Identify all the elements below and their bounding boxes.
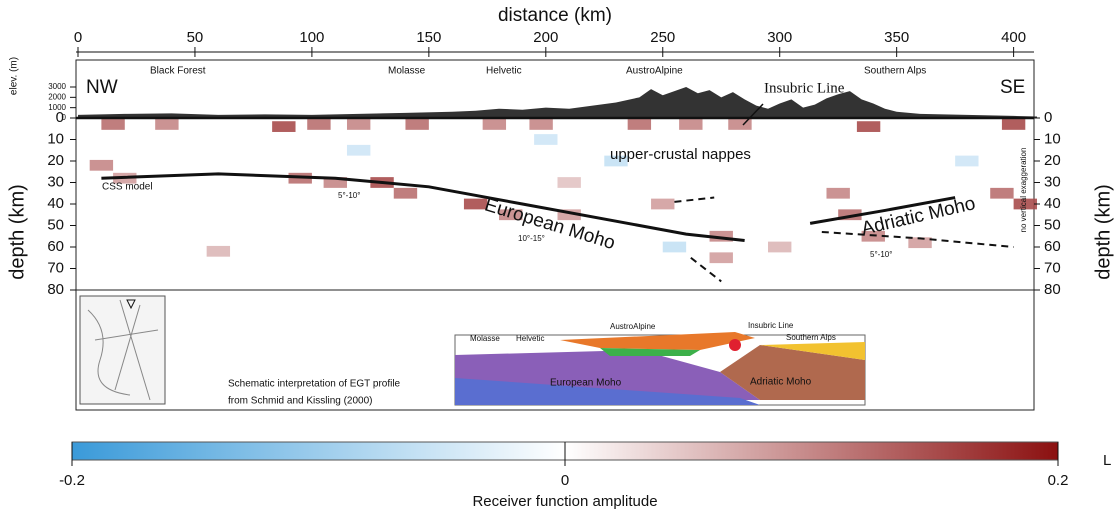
annotation: upper-crustal nappes (610, 146, 751, 163)
schematic-label: European Moho (550, 378, 622, 389)
x-tick-label: 300 (767, 29, 792, 46)
x-tick-label: 0 (74, 29, 82, 46)
y-tick-label: 40 (47, 195, 64, 212)
amplitude-cell (207, 246, 230, 257)
annotation: 5°-10° (338, 191, 360, 200)
annotation: Black Forest (150, 66, 206, 77)
colorbar-title: Receiver function amplitude (472, 493, 657, 510)
amplitude-cell (90, 160, 113, 171)
colorbar-tick-label: 0.2 (1048, 472, 1069, 489)
annotation: Insubric Line (764, 80, 845, 96)
amplitude-cell (663, 242, 686, 253)
annotation: Southern Alps (864, 66, 926, 77)
inset-caption: Schematic interpretation of EGT profile (228, 379, 401, 390)
amplitude-cell (955, 156, 978, 167)
y-tick-label: 80 (47, 281, 64, 298)
annotation: no vertical exaggeration (1019, 148, 1028, 233)
annotation: CSS model (102, 182, 153, 193)
annotation: AustroAlpine (626, 66, 683, 77)
x-tick-label: 350 (884, 29, 909, 46)
annotation: 5°-10° (870, 250, 892, 259)
elev-axis-title: elev. (m) (9, 57, 20, 95)
schematic-label: Helvetic (516, 334, 544, 343)
y-tick-label: 30 (47, 173, 64, 190)
y-tick-label: 60 (1044, 238, 1061, 255)
amplitude-cell (347, 145, 370, 156)
amplitude-cell (529, 119, 552, 130)
layer (729, 339, 741, 351)
y-tick-label: 10 (47, 130, 64, 147)
amplitude-cell (857, 121, 880, 132)
amplitude-cell (826, 188, 849, 199)
y-tick-label: 30 (1044, 173, 1061, 190)
x-tick-label: 250 (650, 29, 675, 46)
amplitude-cell (558, 177, 581, 188)
x-tick-label: 150 (416, 29, 441, 46)
elev-tick-label: 2000 (48, 92, 66, 101)
amplitude-cell (710, 252, 733, 263)
schematic-label: Molasse (470, 334, 500, 343)
x-axis-title: distance (km) (498, 5, 612, 26)
x-tick-label: 200 (533, 29, 558, 46)
edge-fragment: L (1103, 452, 1111, 469)
amplitude-cell (307, 119, 330, 130)
annotation: 10°-15° (518, 234, 545, 243)
elev-tick-label: 0 (62, 113, 67, 122)
amplitude-cell (347, 119, 370, 130)
annotation: NW (86, 77, 118, 98)
schematic-label: Insubric Line (748, 321, 794, 330)
amplitude-cell (272, 121, 295, 132)
amplitude-cell (483, 119, 506, 130)
amplitude-cell (155, 119, 178, 130)
schematic-label: AustroAlpine (610, 322, 656, 331)
y-tick-label: 40 (1044, 195, 1061, 212)
amplitude-cell (768, 242, 791, 253)
inset-map (80, 296, 165, 404)
y-tick-label: 50 (47, 216, 64, 233)
colorbar-tick-label: -0.2 (59, 472, 85, 489)
inset-caption: from Schmid and Kissling (2000) (228, 396, 373, 407)
colorbar-tick-label: 0 (561, 472, 569, 489)
y-tick-label: 70 (1044, 259, 1061, 276)
x-tick-label: 100 (299, 29, 324, 46)
y-axis-title: depth (km) (6, 184, 28, 280)
elev-tick-label: 1000 (48, 103, 66, 112)
y-tick-label: 60 (47, 238, 64, 255)
annotation: SE (1000, 77, 1025, 98)
amplitude-cell (101, 119, 124, 130)
annotation: Molasse (388, 66, 426, 77)
annotation: Helvetic (486, 66, 522, 77)
amplitude-cell (1002, 119, 1025, 130)
amplitude-cell (990, 188, 1013, 199)
elev-tick-label: 3000 (48, 82, 66, 91)
amplitude-cell (405, 119, 428, 130)
amplitude-cell (628, 119, 651, 130)
y-axis-title: depth (km) (1092, 184, 1114, 280)
figure: distance (km) NW SE Black Forest Molasse… (0, 0, 1119, 512)
y-tick-label: 10 (1044, 130, 1061, 147)
y-tick-label: 0 (1044, 109, 1052, 126)
amplitude-cell (651, 199, 674, 210)
schematic-label: Adriatic Moho (750, 377, 812, 388)
amplitude-cell (394, 188, 417, 199)
y-tick-label: 70 (47, 259, 64, 276)
y-tick-label: 20 (1044, 152, 1061, 169)
y-tick-label: 80 (1044, 281, 1061, 298)
schematic-label: Southern Alps (786, 333, 836, 342)
amplitude-cell (534, 134, 557, 145)
x-tick-label: 50 (187, 29, 204, 46)
x-tick-label: 400 (1001, 29, 1026, 46)
amplitude-cell (679, 119, 702, 130)
y-tick-label: 50 (1044, 216, 1061, 233)
y-tick-label: 20 (47, 152, 64, 169)
